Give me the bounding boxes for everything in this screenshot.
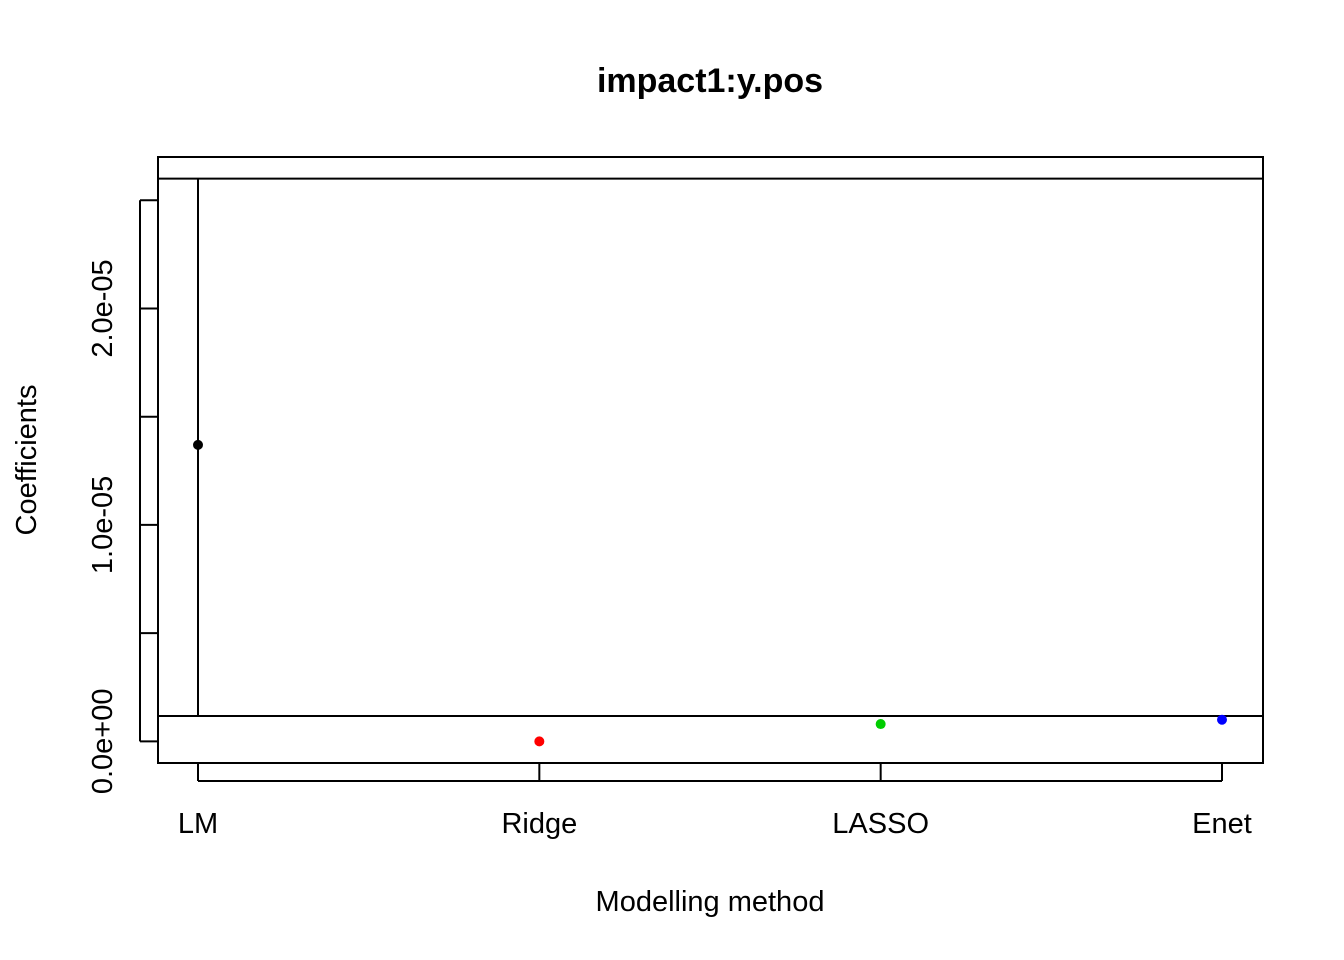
data-points <box>193 439 1227 747</box>
x-axis: LM Ridge LASSO Enet <box>178 763 1252 840</box>
data-point-lasso <box>875 719 886 730</box>
y-tick-label: 0.0e+00 <box>87 689 119 795</box>
y-axis: 0.0e+00 1.0e-05 2.0e-05 <box>87 199 158 795</box>
x-tick-label: LASSO <box>832 808 929 840</box>
reference-lines <box>158 177 1263 718</box>
y-tick-label: 2.0e-05 <box>87 259 119 357</box>
data-point-lm <box>193 439 203 450</box>
plot-frame <box>157 156 1264 764</box>
data-point-ridge <box>534 736 545 747</box>
data-point-enet <box>1217 714 1227 725</box>
x-tick-label: Ridge <box>501 808 577 840</box>
chart-title: impact1:y.pos <box>597 62 823 100</box>
x-tick-label: Enet <box>1192 808 1252 840</box>
y-axis-label: Coefficients <box>11 385 43 536</box>
x-axis-label: Modelling method <box>596 886 825 918</box>
y-tick-label: 1.0e-05 <box>87 476 119 574</box>
x-tick-label: LM <box>178 808 218 840</box>
